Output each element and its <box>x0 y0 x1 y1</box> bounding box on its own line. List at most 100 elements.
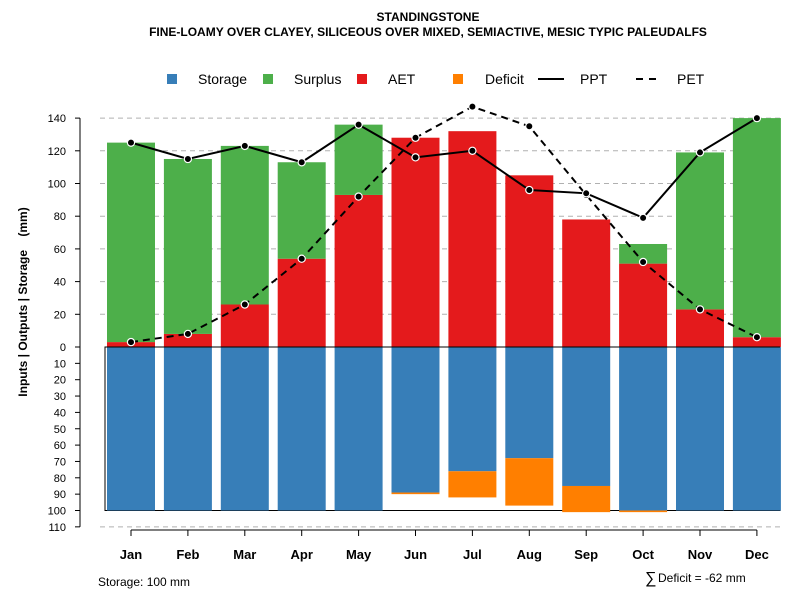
legend: Storage Surplus AET Deficit PPT PET <box>167 71 705 87</box>
bar-surplus <box>619 243 668 264</box>
bars <box>104 118 781 513</box>
y-tick-label: 80 <box>54 211 66 223</box>
y-tick-label: 40 <box>54 407 66 419</box>
y-tick-label: 30 <box>54 391 66 403</box>
bar-storage <box>107 347 155 511</box>
point-ppt <box>240 141 249 151</box>
point-pet <box>411 133 420 142</box>
chart-subtitle: FINE-LOAMY OVER CLAYEY, SILICEOUS OVER M… <box>149 25 707 39</box>
point-ppt <box>638 213 648 223</box>
bar-storage <box>277 347 326 511</box>
bar-storage <box>334 347 383 511</box>
bar-deficit <box>505 458 554 506</box>
legend-label-storage: Storage <box>198 71 247 87</box>
legend-swatch-surplus <box>263 74 273 84</box>
bar-storage <box>448 347 497 472</box>
bar-storage <box>391 347 440 493</box>
series-lines <box>126 102 762 347</box>
bar-surplus <box>277 162 326 259</box>
bar-aet <box>334 194 383 347</box>
point-ppt <box>411 153 420 162</box>
line-pet <box>130 105 758 344</box>
storage-note: Storage: 100 mm <box>98 575 190 589</box>
bar-storage <box>562 347 611 486</box>
bar-aet <box>619 263 668 347</box>
bar-surplus <box>732 118 781 338</box>
legend-swatch-deficit <box>453 74 463 84</box>
point-pet <box>525 122 534 131</box>
x-tick-label: Mar <box>233 547 256 562</box>
bar-storage <box>505 347 554 459</box>
bar-aet <box>163 333 212 347</box>
bar-surplus <box>107 142 155 343</box>
bar-storage <box>163 347 212 511</box>
x-tick-label: Apr <box>291 547 313 562</box>
point-ppt <box>183 154 193 164</box>
legend-swatch-storage <box>167 74 177 84</box>
y-axis-label: Inputs | Outputs | Storage (mm) <box>16 207 30 396</box>
y-tick-label: 50 <box>54 424 66 436</box>
deficit-note: Deficit = -62 mm <box>658 571 746 585</box>
bar-aet <box>732 337 781 347</box>
y-tick-label: 60 <box>54 440 66 452</box>
point-pet <box>297 254 306 263</box>
x-tick-label: Aug <box>517 547 542 562</box>
point-ppt <box>126 138 136 147</box>
point-ppt <box>582 189 591 198</box>
bar-aet <box>676 309 724 347</box>
point-pet <box>638 257 648 267</box>
point-pet <box>695 305 705 314</box>
legend-label-pet: PET <box>677 71 705 87</box>
point-ppt <box>297 158 306 167</box>
bar-deficit <box>619 510 668 513</box>
bar-storage <box>619 347 668 511</box>
y-tick-label: 110 <box>48 522 66 534</box>
deficit-symbol: ∑ <box>645 570 656 587</box>
point-pet <box>240 300 249 309</box>
x-tick-label: Jan <box>120 547 142 562</box>
legend-label-aet: AET <box>388 71 416 87</box>
y-tick-label: 90 <box>54 489 66 501</box>
point-pet <box>354 192 363 201</box>
y-tick-label: 10 <box>54 358 66 370</box>
bar-storage <box>732 347 781 511</box>
y-tick-label: 20 <box>54 309 66 321</box>
point-ppt <box>695 148 705 157</box>
bar-aet <box>562 219 611 347</box>
bar-deficit <box>448 471 497 498</box>
bar-aet <box>220 304 269 347</box>
legend-label-ppt: PPT <box>580 71 608 87</box>
y-tick-label: 140 <box>48 113 66 125</box>
point-ppt <box>752 113 762 123</box>
bar-aet <box>448 131 497 347</box>
point-ppt <box>354 120 363 129</box>
chart-title: STANDINGSTONE <box>377 10 480 24</box>
x-tick-label: Feb <box>176 547 199 562</box>
x-tick-label: Dec <box>745 547 769 562</box>
y-tick-label: 70 <box>54 456 66 468</box>
y-tick-label: 0 <box>60 342 66 354</box>
point-ppt <box>468 146 477 155</box>
bar-surplus <box>163 158 212 334</box>
point-ppt <box>525 185 534 195</box>
x-tick-label: Jun <box>404 547 427 562</box>
y-tick-label: 120 <box>48 146 66 158</box>
bar-deficit <box>391 492 440 495</box>
bar-aet <box>277 258 326 347</box>
y-tick-label: 100 <box>48 506 66 518</box>
bar-surplus <box>220 145 269 305</box>
point-pet <box>126 337 136 347</box>
bar-storage <box>220 347 269 511</box>
legend-label-surplus: Surplus <box>294 71 341 87</box>
x-tick-label: Oct <box>632 547 654 562</box>
y-tick-label: 80 <box>54 473 66 485</box>
axes: 0 20 40 60 80 100 120 140 10 20 30 40 50 60 70 80 90 100 1… <box>48 113 780 562</box>
bar-aet <box>391 137 440 347</box>
x-tick-label: Jul <box>463 547 482 562</box>
point-pet <box>183 329 193 339</box>
y-tick-label: 40 <box>54 277 66 289</box>
bar-surplus <box>676 152 724 310</box>
x-tick-label: Sep <box>574 547 598 562</box>
y-tick-label: 60 <box>54 244 66 256</box>
